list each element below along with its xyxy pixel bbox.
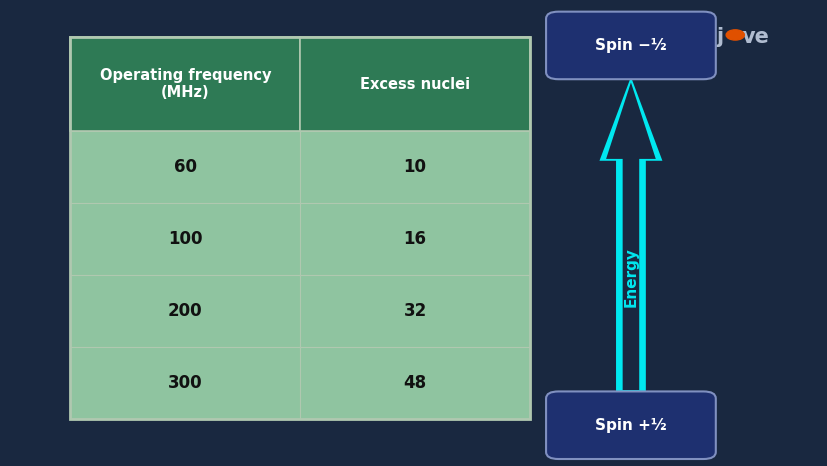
Text: 300: 300 (168, 374, 203, 392)
Text: Operating frequency
(MHz): Operating frequency (MHz) (99, 68, 270, 100)
Text: 60: 60 (174, 158, 197, 176)
FancyBboxPatch shape (546, 12, 715, 79)
Text: 10: 10 (403, 158, 426, 176)
Text: j: j (716, 27, 723, 47)
FancyBboxPatch shape (300, 37, 529, 131)
Text: ve: ve (741, 27, 769, 47)
FancyBboxPatch shape (300, 131, 529, 203)
FancyBboxPatch shape (300, 347, 529, 419)
Text: 200: 200 (168, 302, 203, 320)
FancyBboxPatch shape (70, 37, 300, 131)
Polygon shape (605, 82, 655, 390)
Text: 32: 32 (403, 302, 426, 320)
FancyBboxPatch shape (300, 203, 529, 275)
FancyBboxPatch shape (300, 275, 529, 347)
Text: 16: 16 (403, 230, 426, 248)
Circle shape (725, 30, 743, 40)
FancyBboxPatch shape (70, 347, 300, 419)
Text: Spin −½: Spin −½ (595, 38, 666, 53)
Text: Excess nuclei: Excess nuclei (360, 76, 470, 92)
FancyBboxPatch shape (70, 131, 300, 203)
FancyBboxPatch shape (70, 275, 300, 347)
Text: 100: 100 (168, 230, 203, 248)
FancyBboxPatch shape (70, 203, 300, 275)
Text: Spin +½: Spin +½ (595, 418, 666, 433)
Polygon shape (599, 77, 662, 394)
Text: 48: 48 (403, 374, 426, 392)
FancyBboxPatch shape (546, 391, 715, 459)
Text: Energy: Energy (623, 247, 638, 307)
